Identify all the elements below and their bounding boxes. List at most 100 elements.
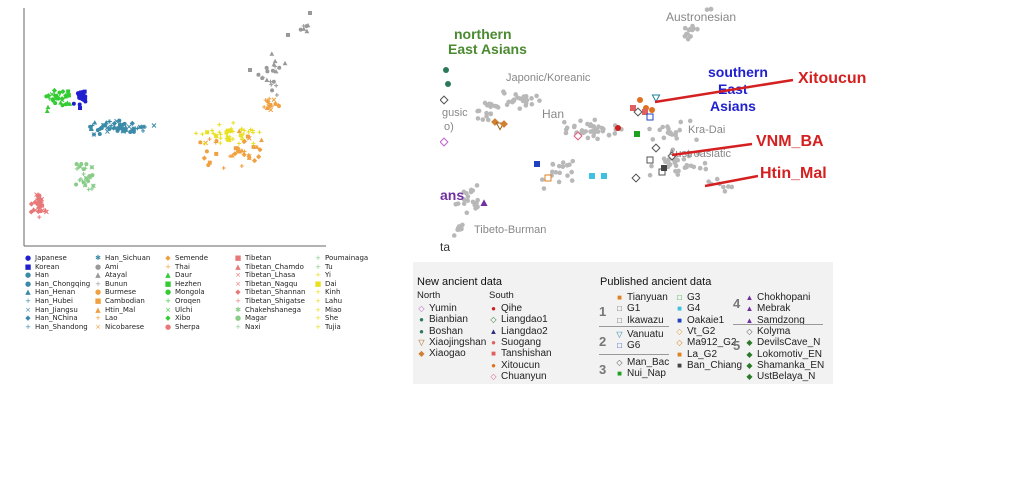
region-label-northern: northern [454, 26, 512, 42]
legend-marker: ◇ [616, 358, 623, 367]
left-legend-column: ◆ Semende + Thai ▲ Daur ■ Hezhen ● Mongola + Oroqen… [164, 254, 244, 331]
right-bg-point [523, 100, 529, 106]
legend-marker: ● [491, 360, 496, 370]
left-legend-label: Burmese [105, 288, 137, 297]
left-pca-point [65, 100, 70, 105]
right-bg-point [461, 201, 467, 206]
left-legend-marker: ● [24, 254, 32, 262]
legend-north-header: North [417, 290, 441, 301]
left-pca-point [204, 149, 209, 154]
legend-marker: ● [491, 304, 496, 313]
left-pca-point [194, 131, 199, 136]
left-pca-point [63, 94, 68, 99]
region-label-tibeto-burman: Tibeto-Burman [474, 224, 547, 236]
right-bg-point [485, 117, 491, 123]
legend-marker: ◆ [746, 372, 753, 382]
legend-item-la-g2: ■ La_G2 [675, 349, 717, 360]
left-pca-point [90, 183, 96, 189]
left-pca-point [57, 96, 63, 101]
right-bg-point [541, 186, 547, 191]
left-legend-item: + Bunun [94, 280, 174, 289]
legend-marker: ■ [617, 293, 622, 302]
right-bg-point [475, 116, 481, 121]
right-bg-point [562, 119, 567, 125]
left-pca-point [97, 125, 104, 132]
left-pca-point [45, 93, 52, 99]
left-legend-label: Daur [175, 271, 192, 280]
right-ancient-point [573, 131, 583, 141]
left-legend-label: Lao [105, 314, 118, 323]
left-legend-label: Japanese [35, 254, 67, 262]
left-legend-item: ▲ Daur [164, 271, 244, 280]
left-legend-item: + Tu [314, 263, 394, 272]
left-pca-point [270, 68, 275, 73]
left-legend-marker: ▲ [95, 271, 101, 280]
right-ancient-point [634, 131, 640, 137]
right-bg-point [517, 106, 523, 111]
left-pca-point [78, 106, 83, 111]
right-ancient-point [642, 109, 648, 115]
legend-label: Lokomotiv_EN [757, 348, 823, 360]
left-legend-marker: ■ [234, 254, 242, 262]
left-pca-point [90, 173, 95, 178]
right-bg-point [661, 135, 667, 141]
right-bg-point [673, 132, 678, 138]
right-bg-point [556, 179, 562, 185]
left-legend-label: Han_Shandong [35, 322, 88, 331]
legend-item-qihe: ● Qihe [489, 303, 522, 314]
left-legend-item: × Tibetan_Lhasa [234, 271, 314, 280]
right-bg-point [591, 133, 596, 139]
left-legend-item: ■ Cambodian [94, 297, 174, 306]
left-pca-point [206, 163, 211, 168]
left-legend-marker: × [235, 279, 241, 288]
legend-new-title: New ancient data [417, 276, 502, 288]
legend-item-xiaogao: ◆ Xiaogao [417, 348, 466, 360]
right-bg-point [461, 197, 467, 202]
left-legend-label: Ulchi [175, 305, 193, 314]
right-bg-point [517, 96, 523, 101]
right-bg-point [570, 158, 576, 164]
legend-item-kolyma: ◇ Kolyma [745, 326, 790, 337]
legend-item-g4: ■ G4 [675, 303, 700, 314]
right-bg-point [480, 117, 486, 122]
legend-label: Xiaogao [429, 348, 466, 360]
left-legend-item: + Yi [314, 271, 394, 280]
left-pca-point [78, 90, 83, 95]
left-pca-point [77, 102, 82, 107]
right-bg-point [474, 183, 480, 188]
left-pca-point [151, 123, 157, 128]
right-bg-point [669, 132, 675, 137]
left-pca-point [304, 28, 310, 34]
left-legend-item: ● Ami [94, 263, 174, 272]
left-pca-point [142, 124, 147, 129]
left-pca-point [35, 197, 40, 202]
legend-label: Yumin [429, 303, 457, 314]
right-ancient-point [440, 95, 449, 105]
legend-item-g1: □ G1 [615, 303, 640, 314]
legend-label: Ma912_G2 [687, 337, 737, 349]
right-bg-point [592, 117, 598, 123]
left-pca-point [117, 118, 122, 123]
left-pca-point [251, 141, 256, 146]
right-bg-point [475, 108, 480, 114]
right-bg-point [714, 176, 720, 182]
legend-item-boshan: ● Boshan [417, 326, 463, 337]
legend-item-ma912-g2: ◇ Ma912_G2 [675, 337, 736, 348]
left-pca-point [53, 101, 58, 106]
right-bg-point [529, 101, 535, 107]
right-bg-point [534, 93, 539, 99]
left-legend-item: ● Sherpa [164, 323, 244, 332]
right-bg-point [475, 197, 480, 203]
right-background-points [451, 6, 735, 238]
left-legend-item: + Thai [164, 263, 244, 272]
legend-item-oakaie1: ■ Oakaie1 [675, 315, 724, 326]
right-bg-point [565, 173, 570, 178]
left-pca-point [274, 93, 279, 98]
left-pca-point [106, 119, 111, 124]
left-pca-point [257, 130, 262, 135]
legend-label: Xiaojingshan [429, 336, 487, 348]
left-legend-item: ◆ Xibo [164, 314, 244, 323]
left-pca-point [40, 203, 45, 208]
right-bg-point [678, 119, 684, 125]
left-pca-point [87, 174, 92, 180]
